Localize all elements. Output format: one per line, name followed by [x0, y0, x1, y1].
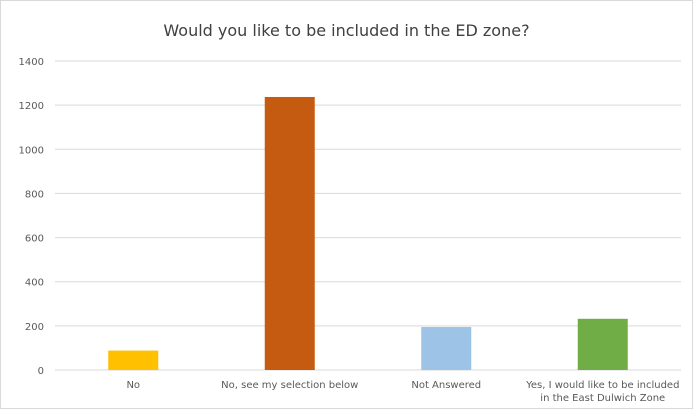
bar — [421, 326, 472, 370]
x-category-label: No — [126, 380, 140, 391]
bar — [108, 350, 159, 370]
y-tick-label: 400 — [25, 278, 44, 289]
x-category-label: Not Answered — [411, 380, 481, 391]
y-tick-label: 600 — [25, 234, 44, 245]
y-tick-label: 1200 — [19, 101, 44, 112]
x-category-label: in the East Dulwich Zone — [540, 393, 665, 404]
y-tick-label: 200 — [25, 322, 44, 333]
bar — [577, 318, 628, 370]
bar — [264, 96, 315, 370]
y-tick-label: 1000 — [19, 145, 44, 156]
x-category-label: No, see my selection below — [221, 380, 358, 391]
bars — [108, 96, 628, 370]
chart-title: Would you like to be included in the ED … — [163, 21, 530, 40]
x-axis-categories: No No, see my selection below Not Answered… — [126, 380, 679, 404]
y-axis-ticks: 0 200 400 600 800 1000 1200 1400 — [19, 57, 44, 377]
y-tick-label: 0 — [38, 366, 44, 377]
y-tick-label: 1400 — [19, 57, 44, 68]
y-tick-label: 800 — [25, 189, 44, 200]
gridlines — [55, 60, 681, 371]
x-category-label: Yes, I would like to be included — [525, 380, 679, 391]
